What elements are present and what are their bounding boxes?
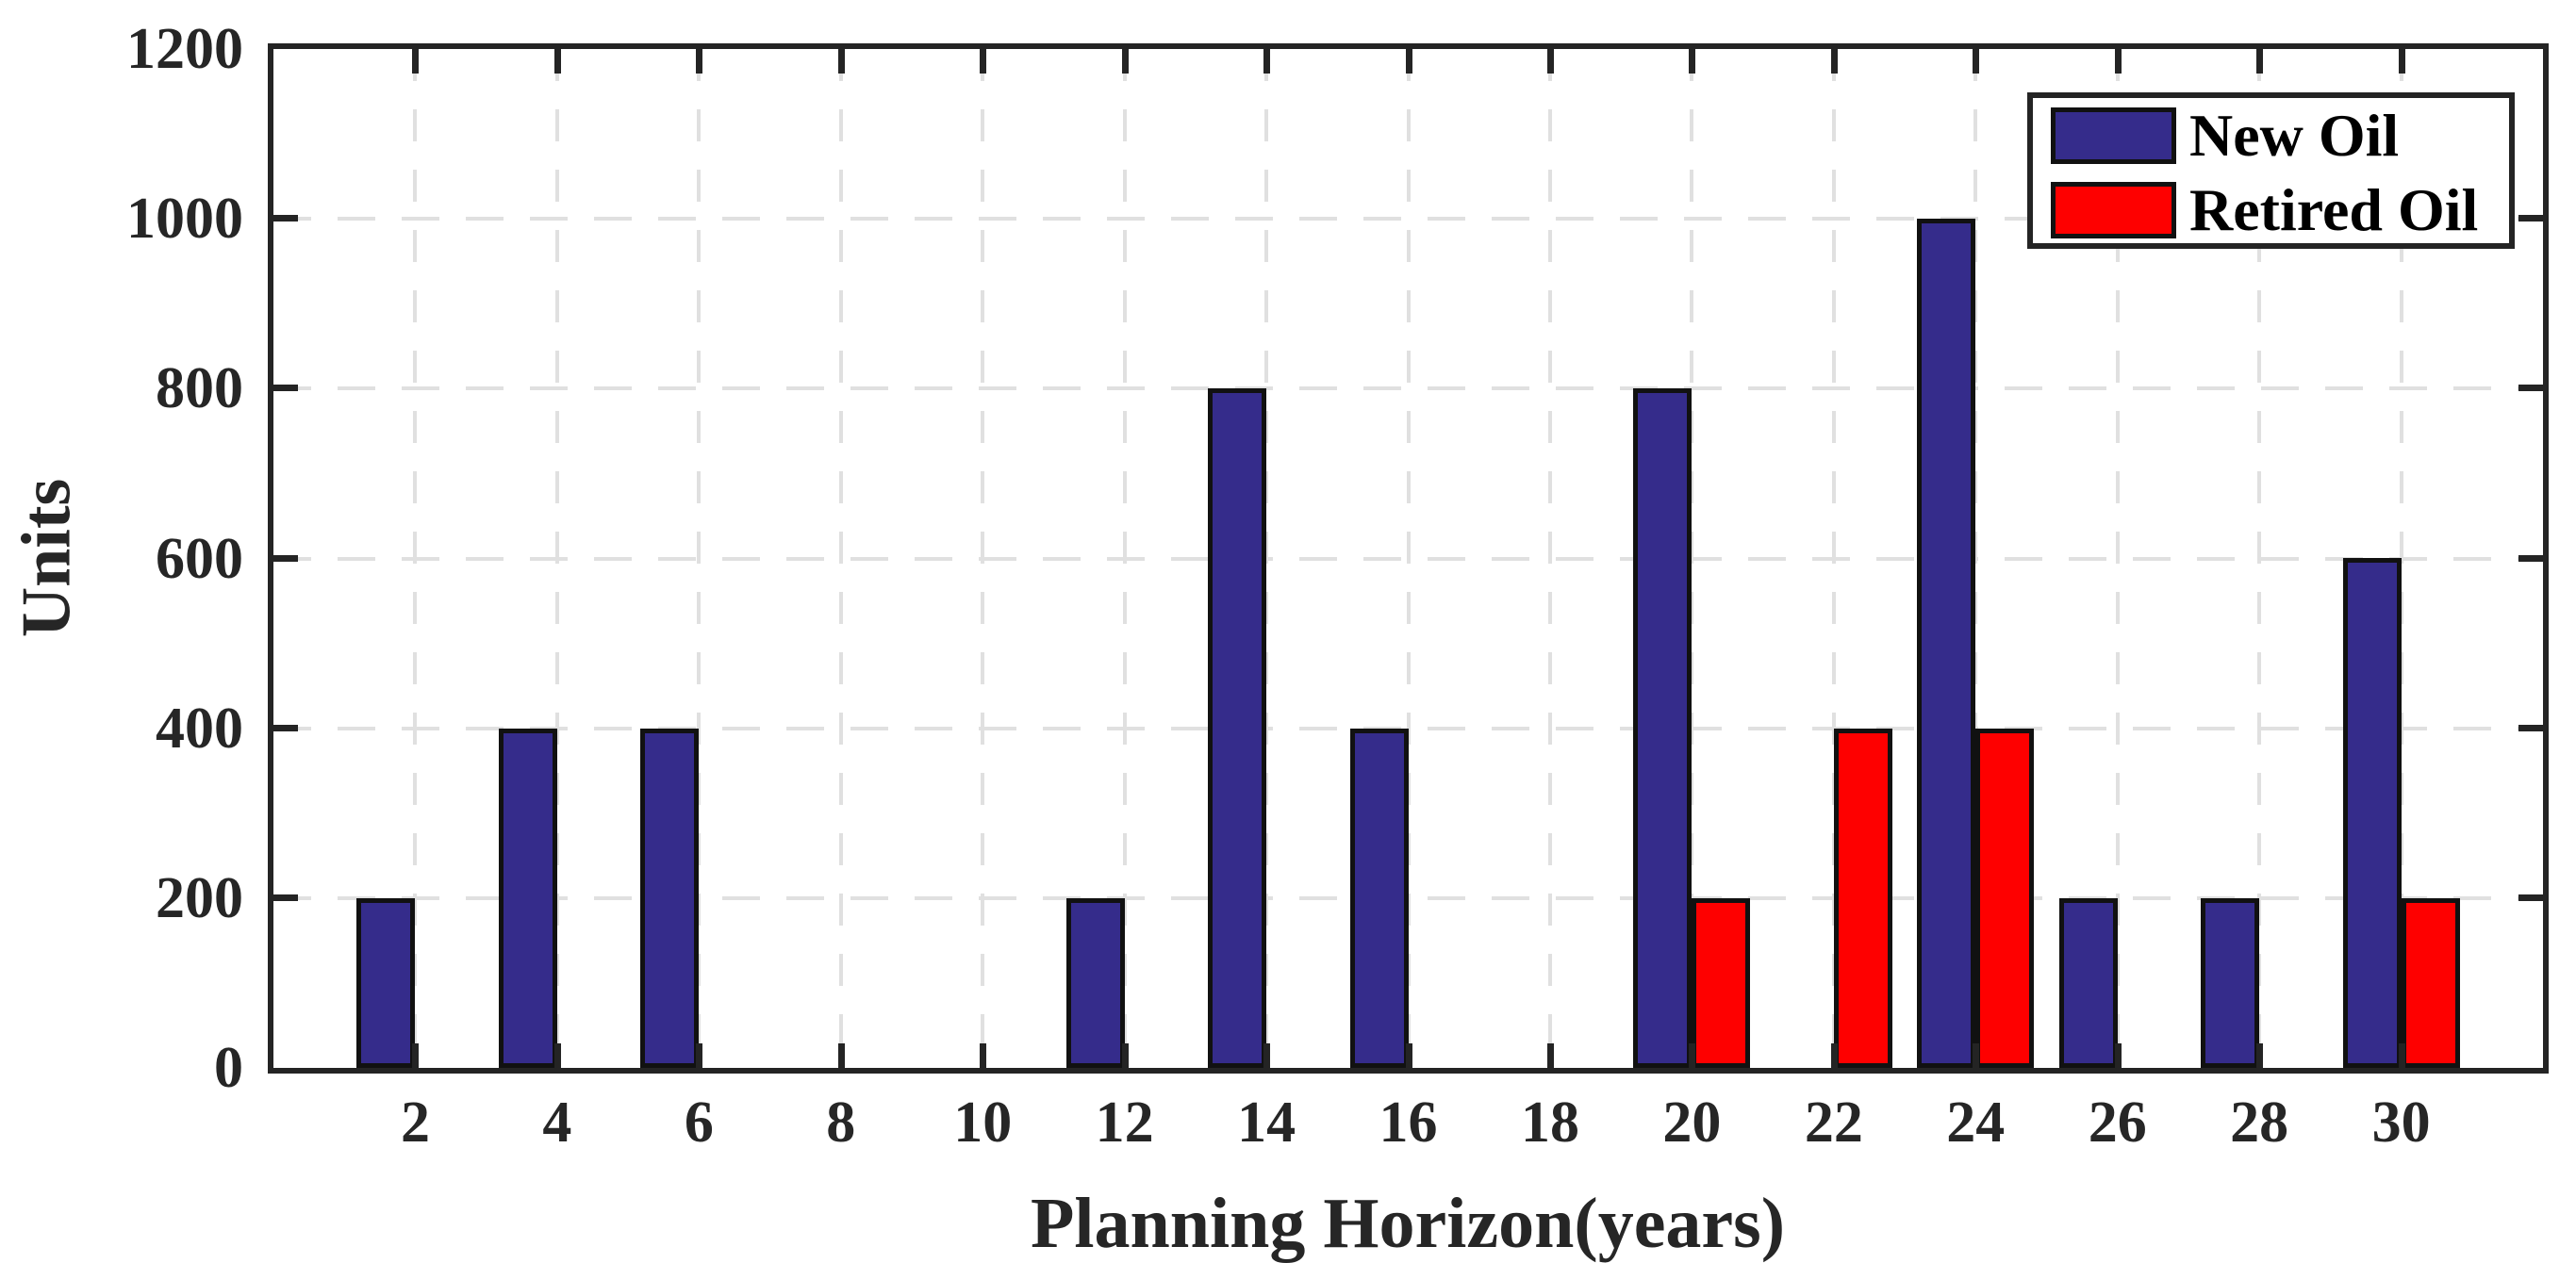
h-gridline-800 [273,386,2543,391]
x-tick-label-26: 26 [2088,1091,2147,1155]
x-tick-bottom-10 [980,1043,987,1068]
x-tick-top-12 [1121,49,1129,74]
x-tick-label-28: 28 [2230,1091,2289,1155]
bar-new-oil-30 [2342,558,2402,1068]
bar-new-oil-12 [1065,898,1125,1068]
legend-item-retired-oil: Retired Oil [2051,176,2509,243]
x-tick-label-22: 22 [1804,1091,1863,1155]
y-tick-label-1000: 1000 [126,187,243,252]
bar-new-oil-16 [1349,729,1409,1068]
y-tick-label-200: 200 [156,865,243,930]
bar-new-oil-14 [1208,388,1267,1068]
x-tick-label-18: 18 [1520,1091,1579,1155]
x-tick-top-10 [980,49,987,74]
x-tick-label-12: 12 [1095,1091,1154,1155]
y-tick-label-1200: 1200 [126,17,243,81]
x-tick-label-2: 2 [400,1091,430,1155]
y-tick-left-1000 [273,215,298,222]
h-gridline-600 [273,556,2543,561]
x-tick-bottom-12 [1121,1043,1129,1068]
h-gridline-200 [273,895,2543,900]
y-tick-left-600 [273,554,298,562]
x-tick-label-14: 14 [1237,1091,1296,1155]
y-tick-right-200 [2518,894,2543,901]
x-tick-label-8: 8 [826,1091,856,1155]
h-gridline-1000 [273,217,2543,221]
bar-new-oil-4 [498,729,557,1068]
x-tick-bottom-14 [1263,1043,1271,1068]
bar-retired-oil-30 [2401,898,2460,1068]
x-tick-top-30 [2398,49,2405,74]
legend-label-new-oil: New Oil [2189,102,2400,169]
x-tick-bottom-4 [553,1043,561,1068]
y-tick-right-400 [2518,724,2543,731]
legend-swatch-retired-oil [2051,182,2176,238]
legend-item-new-oil: New Oil [2051,102,2509,169]
bar-retired-oil-20 [1692,898,1751,1068]
x-tick-bottom-6 [696,1043,703,1068]
x-tick-label-16: 16 [1379,1091,1438,1155]
x-tick-top-22 [1830,49,1838,74]
x-tick-label-10: 10 [953,1091,1013,1155]
x-tick-top-24 [1973,49,1980,74]
bar-new-oil-26 [2058,898,2118,1068]
x-tick-bottom-20 [1689,1043,1696,1068]
bar-new-oil-24 [1917,219,1976,1068]
x-axis-title: Planning Horizon(years) [1030,1184,1786,1263]
bar-new-oil-6 [640,729,700,1068]
y-tick-label-0: 0 [214,1036,243,1100]
x-tick-top-20 [1689,49,1696,74]
x-tick-label-4: 4 [542,1091,572,1155]
y-tick-right-600 [2518,554,2543,562]
x-tick-label-20: 20 [1662,1091,1722,1155]
bar-retired-oil-24 [1975,729,2035,1068]
y-tick-label-600: 600 [156,526,243,591]
x-tick-top-6 [696,49,703,74]
y-tick-right-1000 [2518,215,2543,222]
x-tick-bottom-22 [1830,1043,1838,1068]
x-tick-top-2 [412,49,420,74]
x-tick-bottom-2 [412,1043,420,1068]
h-gridline-400 [273,726,2543,730]
x-tick-bottom-16 [1405,1043,1412,1068]
x-tick-label-6: 6 [684,1091,714,1155]
x-tick-top-26 [2114,49,2122,74]
x-tick-bottom-18 [1546,1043,1554,1068]
legend: New Oil Retired Oil [2027,92,2515,249]
legend-label-retired-oil: Retired Oil [2189,176,2479,243]
x-tick-top-16 [1405,49,1412,74]
x-tick-bottom-24 [1973,1043,1980,1068]
legend-swatch-new-oil [2051,107,2176,164]
bar-new-oil-28 [2201,898,2260,1068]
x-tick-top-14 [1263,49,1271,74]
x-tick-bottom-8 [837,1043,845,1068]
x-tick-label-30: 30 [2371,1091,2431,1155]
x-tick-bottom-28 [2256,1043,2264,1068]
x-tick-label-24: 24 [1946,1091,2006,1155]
y-tick-label-400: 400 [156,696,243,761]
x-tick-bottom-26 [2114,1043,2122,1068]
x-tick-top-18 [1546,49,1554,74]
y-tick-right-800 [2518,385,2543,392]
bar-new-oil-20 [1633,388,1693,1068]
x-tick-top-8 [837,49,845,74]
plot-inner [273,49,2543,1068]
y-tick-left-200 [273,894,298,901]
x-tick-top-28 [2256,49,2264,74]
y-tick-left-800 [273,385,298,392]
y-tick-label-800: 800 [156,356,243,421]
bar-retired-oil-22 [1833,729,1892,1068]
x-tick-top-4 [553,49,561,74]
y-tick-left-400 [273,724,298,731]
x-tick-bottom-30 [2398,1043,2405,1068]
bar-new-oil-2 [356,898,416,1068]
